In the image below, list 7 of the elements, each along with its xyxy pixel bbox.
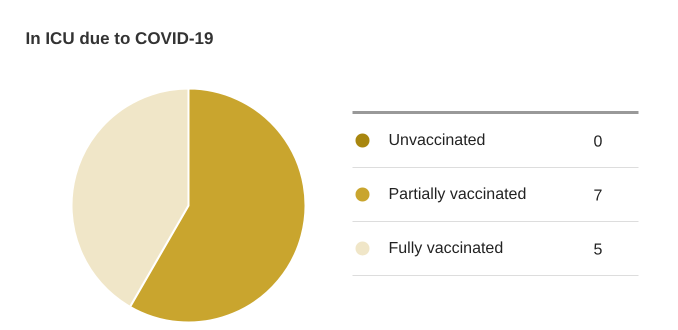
chart-title: In ICU due to COVID-19 [26, 29, 214, 48]
data-label: 5 [594, 242, 602, 258]
data-label: 7 [594, 188, 602, 204]
text: 0 [594, 134, 602, 150]
legend-label: Fully vaccinated [388, 240, 504, 257]
legend-label: Unvaccinated [388, 132, 486, 149]
legend-label: Partially vaccinated [388, 186, 526, 203]
